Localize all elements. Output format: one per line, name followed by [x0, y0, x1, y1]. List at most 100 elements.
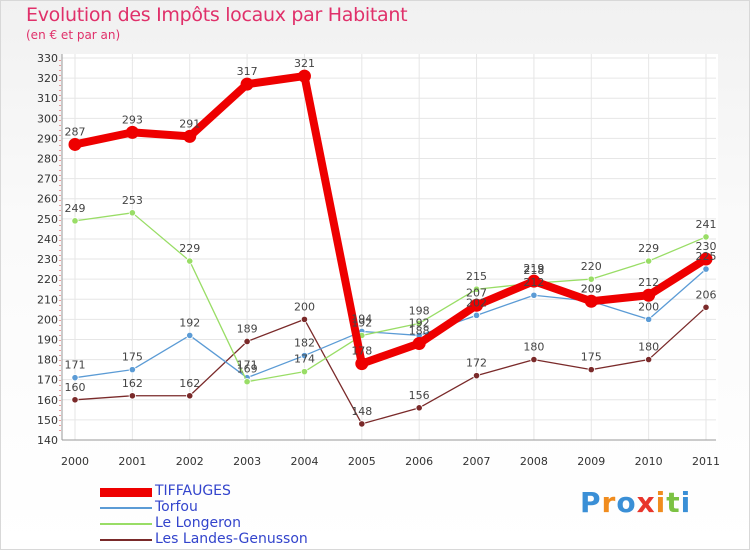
data-label: 253 [122, 194, 143, 207]
legend-label: Les Landes-Genusson [155, 531, 308, 547]
data-point [470, 298, 484, 312]
data-point [415, 404, 423, 412]
data-point [412, 336, 426, 350]
y-tick-label: 190 [37, 333, 58, 346]
x-tick-label: 2008 [520, 455, 548, 468]
data-label: 207 [466, 286, 487, 299]
data-label: 220 [581, 260, 602, 273]
data-label: 212 [638, 276, 659, 289]
y-tick-label: 220 [37, 273, 58, 286]
data-label: 219 [523, 262, 544, 275]
x-tick-label: 2011 [692, 455, 720, 468]
data-label: 162 [122, 377, 143, 390]
data-point [527, 274, 541, 288]
data-point [587, 366, 595, 374]
legend-swatch [100, 523, 152, 525]
series-line-les-landes-genusson [74, 306, 707, 425]
data-label: 192 [351, 316, 372, 329]
data-point [645, 355, 653, 364]
data-point [472, 311, 481, 319]
y-tick-label: 150 [37, 414, 58, 427]
data-point [645, 257, 653, 265]
series-line-tiffauges [71, 72, 710, 368]
x-tick-label: 2001 [118, 455, 146, 468]
data-label: 188 [409, 324, 430, 337]
data-point [645, 315, 653, 323]
data-label: 230 [696, 240, 717, 253]
data-point [125, 125, 139, 139]
legend-swatch [100, 487, 152, 497]
data-point [240, 77, 254, 91]
y-tick-label: 200 [37, 313, 58, 326]
data-point [530, 291, 538, 299]
legend-item: Torfou [100, 499, 420, 516]
data-label: 156 [409, 389, 430, 402]
x-tick-label: 2007 [463, 455, 491, 468]
y-tick-label: 250 [37, 213, 58, 226]
data-point [530, 355, 538, 364]
legend-label: TIFFAUGES [155, 483, 231, 499]
y-tick-label: 330 [37, 52, 58, 65]
data-label: 225 [696, 250, 717, 263]
data-label: 215 [466, 270, 487, 283]
data-label: 171 [65, 359, 86, 372]
y-tick-label: 240 [37, 233, 58, 246]
y-tick-label: 280 [37, 153, 58, 166]
data-label: 241 [696, 218, 717, 231]
y-tick-label: 290 [37, 132, 58, 145]
plot-area [62, 54, 718, 440]
data-label: 209 [581, 282, 602, 295]
data-label: 202 [466, 296, 487, 309]
data-label: 206 [696, 288, 717, 301]
y-tick-label: 320 [37, 72, 58, 85]
x-tick-label: 2002 [176, 455, 204, 468]
data-label: 192 [409, 316, 430, 329]
data-label: 321 [294, 57, 315, 70]
y-tick-label: 210 [37, 293, 58, 306]
data-point [243, 337, 251, 346]
x-tick-label: 2005 [348, 455, 376, 468]
data-label: 180 [638, 341, 659, 354]
data-point [183, 129, 197, 143]
data-label: 178 [351, 345, 372, 358]
y-tick-label: 260 [37, 193, 58, 206]
y-tick-label: 140 [37, 434, 58, 447]
data-label: 162 [179, 377, 200, 390]
y-tick-label: 170 [37, 374, 58, 387]
x-tick-label: 2000 [61, 455, 89, 468]
x-tick-label: 2003 [233, 455, 261, 468]
data-point [472, 285, 481, 293]
y-tick-label: 300 [37, 112, 58, 125]
data-point [300, 351, 309, 360]
data-label: 172 [466, 357, 487, 370]
data-point [584, 294, 598, 308]
data-label: 189 [237, 322, 258, 335]
logo-letter: i [655, 486, 667, 519]
chart-title: Evolution des Impôts locaux par Habitant [26, 4, 408, 26]
data-point [71, 217, 79, 225]
legend-item: Le Longeron [100, 515, 420, 532]
data-point [186, 331, 194, 340]
data-point [186, 257, 194, 265]
data-point [702, 265, 710, 273]
logo-letter: i [680, 486, 692, 519]
y-tick-label: 160 [37, 394, 58, 407]
data-label: 192 [179, 316, 200, 329]
data-point [128, 392, 136, 400]
data-label: 198 [409, 304, 430, 317]
data-label: 209 [581, 282, 602, 295]
series-line-le-longeron [74, 212, 707, 383]
data-point [300, 368, 309, 376]
y-tick-label: 270 [37, 173, 58, 186]
y-tick-label: 180 [37, 354, 58, 367]
data-point [699, 252, 713, 266]
data-point [71, 374, 79, 382]
data-label: 293 [122, 113, 143, 126]
data-point [642, 288, 656, 302]
x-tick-label: 2010 [635, 455, 663, 468]
data-point [71, 396, 79, 404]
data-point [128, 366, 136, 374]
data-label: 148 [351, 405, 372, 418]
data-label: 317 [237, 65, 258, 78]
chart-legend: TIFFAUGES Torfou Le Longeron Les Landes-Gen… [100, 483, 420, 548]
